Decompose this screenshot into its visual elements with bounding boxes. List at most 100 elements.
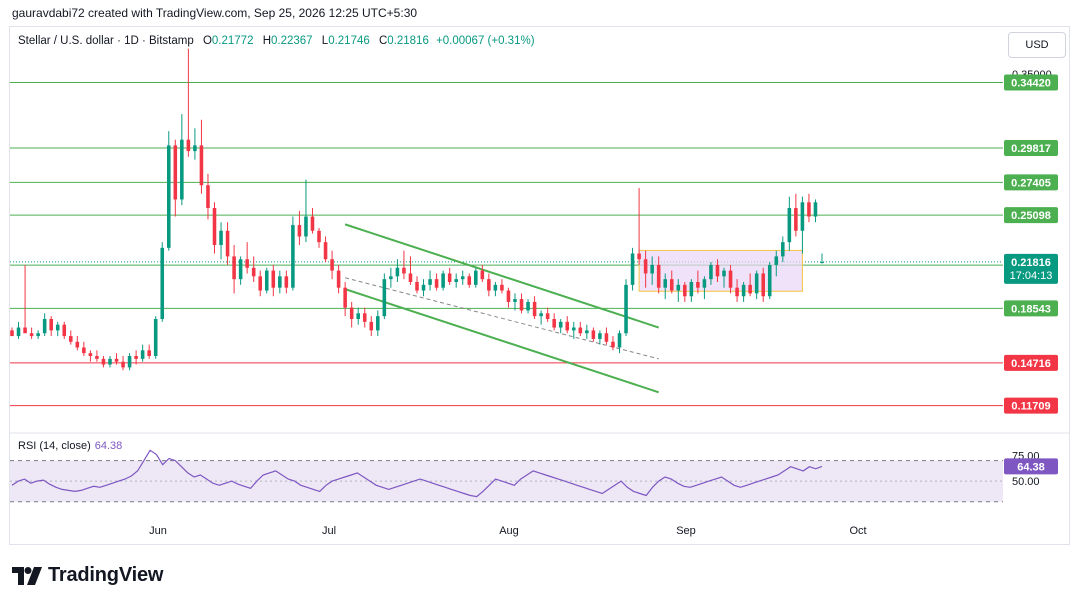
candle-body: [493, 284, 498, 291]
candle-body: [114, 358, 119, 362]
tradingview-logo[interactable]: TradingView: [12, 564, 163, 587]
candle-body: [683, 284, 687, 297]
candle-body: [532, 301, 537, 317]
price-level-label: 0.25098: [1011, 210, 1051, 222]
candle-body: [16, 327, 21, 337]
candle-body: [251, 267, 256, 277]
currency-button[interactable]: USD: [1008, 32, 1066, 58]
candle-body: [761, 273, 765, 297]
candle-body: [245, 259, 249, 268]
candle-body: [95, 356, 99, 359]
candle-body: [565, 321, 570, 331]
candle-body: [369, 321, 374, 331]
price-level-label: 0.27405: [1011, 177, 1051, 189]
rsi-legend[interactable]: RSI (14, close) 64.38: [18, 440, 122, 452]
candle-body: [624, 284, 628, 334]
price-level-label-bg: [1004, 139, 1058, 156]
candle-body: [578, 327, 583, 334]
candle-body: [10, 330, 14, 337]
candle-body: [474, 270, 478, 285]
candle-body: [591, 330, 596, 339]
channel-mid-line: [345, 277, 659, 360]
candle-body: [23, 327, 27, 334]
candle-body: [330, 259, 334, 271]
candle-body: [604, 333, 609, 342]
candle-body: [715, 264, 720, 277]
candle-body: [278, 276, 282, 288]
candle-body: [264, 270, 269, 291]
candle-body: [669, 279, 674, 291]
candle-body: [62, 324, 67, 337]
time-axis-label: Jun: [149, 525, 167, 537]
candle-body: [585, 330, 589, 334]
candle-body: [513, 299, 517, 302]
candle-body: [395, 267, 400, 277]
candle-body: [232, 256, 236, 280]
candle-countdown: 17:04:13: [1010, 270, 1053, 282]
rsi-legend-value: 64.38: [94, 440, 123, 452]
candle-body: [199, 145, 204, 186]
candle-body: [754, 273, 759, 294]
symbol-name[interactable]: Stellar / U.S. dollar · 1D · Bitstamp: [18, 35, 194, 47]
candle-body: [571, 327, 576, 331]
candle-body: [193, 145, 197, 152]
rsi-value-tag-bg: [1004, 458, 1058, 475]
candle-body: [709, 264, 713, 280]
candle-body: [558, 321, 563, 328]
open-label: O: [202, 35, 212, 47]
symbol-legend: Stellar / U.S. dollar · 1D · Bitstamp O 0…: [18, 35, 535, 47]
candle-body: [676, 284, 681, 291]
price-level-label-bg: [1004, 74, 1058, 91]
candle-body: [689, 282, 694, 297]
time-axis-label: Sep: [676, 525, 696, 537]
candle-body: [611, 341, 615, 348]
candle-body: [767, 264, 772, 297]
candle-body: [55, 324, 60, 331]
close-label: C: [378, 35, 388, 47]
candle-body: [69, 336, 73, 342]
candle-body: [180, 139, 184, 200]
candle-body: [402, 267, 406, 274]
candle-body: [134, 356, 138, 359]
candle-body: [545, 313, 550, 319]
candle-body: [807, 202, 811, 217]
change-value: +0.00067 (+0.31%): [436, 35, 535, 47]
candle-body: [415, 282, 419, 291]
candle-body: [88, 353, 93, 356]
candle-body: [728, 270, 733, 288]
candle-body: [774, 256, 779, 265]
candle-body: [121, 361, 125, 368]
candle-body: [153, 319, 158, 356]
close-value: 0.21816: [387, 35, 429, 47]
candle-body: [173, 145, 178, 200]
candle-body: [487, 279, 491, 291]
candle-body: [434, 279, 439, 288]
candle-body: [781, 242, 785, 257]
candle-body: [506, 290, 511, 302]
candle-body: [219, 230, 223, 245]
candle-body: [480, 270, 485, 280]
candle-body: [336, 270, 341, 288]
candle-body: [735, 287, 739, 297]
price-level-label-bg: [1004, 300, 1058, 317]
candle-body: [741, 284, 746, 297]
candle-body: [447, 273, 452, 282]
rsi-value-tag: 64.38: [1017, 461, 1045, 473]
time-axis-label: Jul: [322, 525, 336, 537]
candle-body: [238, 259, 243, 280]
time-axis-label: Oct: [849, 525, 866, 537]
candle-body: [630, 253, 635, 285]
candle-body: [617, 333, 622, 348]
candle-body: [343, 287, 347, 308]
candle-body: [166, 145, 171, 248]
candle-body: [29, 333, 34, 337]
time-axis-label: Aug: [499, 525, 519, 537]
candle-body: [36, 333, 40, 337]
candle-body: [722, 270, 726, 277]
candle-body: [408, 273, 413, 282]
high-label: H: [262, 35, 271, 47]
candle-body: [101, 358, 106, 365]
candle-body: [794, 208, 798, 231]
candle-body: [304, 216, 308, 237]
